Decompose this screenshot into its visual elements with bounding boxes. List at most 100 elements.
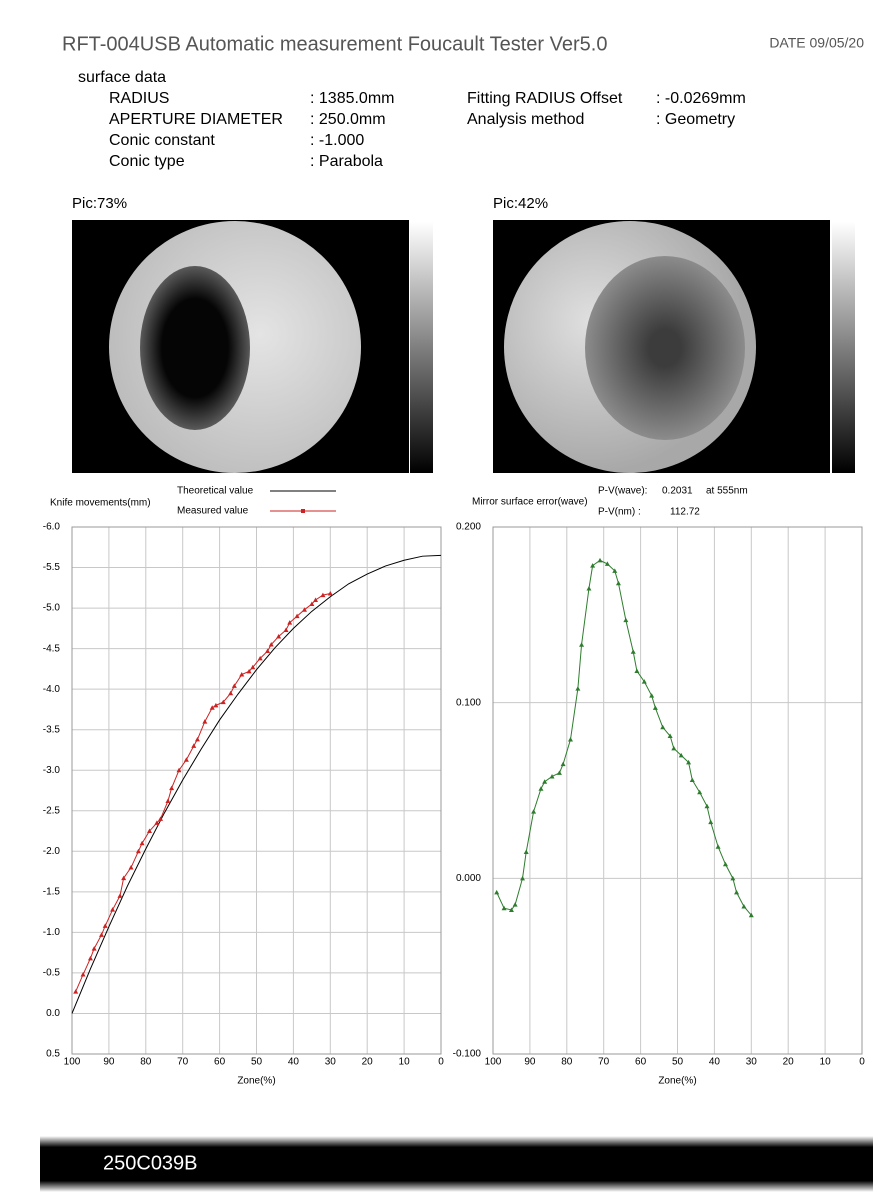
- field-value: : 250.0mm: [310, 111, 386, 128]
- field-value: : Geometry: [656, 111, 735, 128]
- point-marker: [604, 561, 610, 566]
- point-marker: [520, 875, 526, 881]
- point-marker: [549, 773, 555, 779]
- y-tick-label: 0.200: [456, 522, 481, 533]
- point-marker: [320, 592, 326, 598]
- point-marker: [556, 770, 562, 775]
- point-marker: [542, 779, 548, 784]
- series-line: [71, 554, 442, 1014]
- x-tick-label: 90: [524, 1057, 536, 1068]
- x-tick-label: 60: [635, 1057, 647, 1068]
- point-marker: [689, 777, 695, 782]
- point-marker: [213, 702, 219, 708]
- point-marker: [102, 923, 108, 928]
- point-marker: [697, 789, 703, 795]
- y-tick-label: -6.0: [43, 522, 61, 533]
- field-value: : -0.0269mm: [656, 90, 746, 107]
- x-tick-label: 50: [251, 1057, 263, 1068]
- x-tick-label: 50: [672, 1057, 684, 1068]
- y-tick-label: -1.0: [43, 927, 61, 938]
- surface-title: surface data: [78, 69, 166, 86]
- point-marker: [183, 757, 189, 762]
- x-tick-label: 40: [288, 1057, 300, 1068]
- y-tick-label: -0.100: [453, 1049, 482, 1060]
- point-marker: [220, 699, 226, 705]
- x-tick-label: 20: [362, 1057, 374, 1068]
- y-tick-label: -5.5: [43, 562, 61, 573]
- point-marker: [250, 664, 256, 670]
- x-tick-label: 80: [561, 1057, 573, 1068]
- serial: 250C039B: [103, 1152, 198, 1174]
- point-marker: [734, 889, 740, 895]
- annotation: 0.2031: [662, 486, 693, 497]
- annotation: at 555nm: [706, 486, 748, 497]
- point-marker: [176, 767, 182, 773]
- y-tick-label: -0.5: [43, 968, 61, 979]
- point-marker: [117, 893, 123, 898]
- y-tick-label: -4.5: [43, 643, 61, 654]
- point-marker: [165, 798, 171, 804]
- x-tick-label: 30: [325, 1057, 337, 1068]
- point-marker: [327, 590, 333, 596]
- point-marker: [73, 989, 79, 994]
- point-marker: [301, 607, 307, 612]
- x-tick-label: 70: [598, 1057, 610, 1068]
- point-marker: [634, 668, 640, 674]
- point-marker: [567, 737, 573, 742]
- point-marker: [202, 719, 208, 724]
- plot-frame: [492, 526, 863, 1055]
- point-marker: [523, 849, 529, 854]
- point-marker: [652, 705, 658, 710]
- point-marker: [276, 633, 282, 639]
- y-tick-label: -3.5: [43, 724, 61, 735]
- annotation: P-V(nm) :: [598, 507, 641, 518]
- y-axis-label: Knife movements(mm): [50, 498, 151, 509]
- point-marker: [99, 932, 105, 937]
- point-marker: [154, 820, 160, 825]
- point-marker: [667, 733, 673, 739]
- y-tick-label: -2.5: [43, 805, 61, 816]
- point-marker: [146, 828, 152, 834]
- field-value: : 1385.0mm: [310, 90, 394, 107]
- y-tick-label: -3.0: [43, 765, 61, 776]
- y-tick-label: -5.0: [43, 603, 61, 614]
- x-tick-label: 0: [859, 1057, 865, 1068]
- x-tick-label: 10: [399, 1057, 411, 1068]
- foucault-image: [493, 220, 855, 473]
- x-tick-label: 80: [140, 1057, 152, 1068]
- title: RFT-004USB Automatic measurement Foucaul…: [62, 33, 607, 55]
- point-marker: [512, 902, 518, 907]
- y-tick-label: 0.000: [456, 873, 481, 884]
- point-marker: [239, 672, 245, 677]
- y-tick-label: 0.0: [46, 1008, 60, 1019]
- field-label: Analysis method: [467, 111, 584, 128]
- footer: 250C039B: [40, 1136, 873, 1192]
- point-marker: [590, 563, 596, 568]
- field-label: RADIUS: [109, 90, 169, 107]
- point-marker: [80, 972, 86, 977]
- field-label: Conic type: [109, 153, 185, 170]
- point-marker: [678, 752, 684, 758]
- y-axis-label: Mirror surface error(wave): [472, 497, 588, 508]
- field-label: APERTURE DIAMETER: [109, 111, 283, 128]
- point-marker: [748, 912, 754, 918]
- point-marker: [283, 627, 289, 632]
- y-tick-label: -1.5: [43, 886, 61, 897]
- point-marker: [671, 745, 677, 751]
- point-marker: [704, 803, 710, 809]
- x-tick-label: 0: [438, 1057, 444, 1068]
- picture-label: Pic:42%: [493, 195, 548, 212]
- point-marker: [586, 585, 592, 591]
- point-marker: [722, 861, 728, 867]
- x-tick-label: 90: [103, 1057, 115, 1068]
- point-marker: [612, 568, 618, 573]
- point-marker: [135, 848, 141, 854]
- point-marker: [191, 743, 197, 748]
- field-label: Fitting RADIUS Offset: [467, 90, 623, 107]
- point-marker: [508, 907, 514, 912]
- point-marker: [158, 816, 164, 821]
- point-marker: [313, 597, 319, 602]
- point-marker: [87, 955, 93, 961]
- point-marker: [641, 679, 647, 684]
- point-marker: [194, 736, 200, 742]
